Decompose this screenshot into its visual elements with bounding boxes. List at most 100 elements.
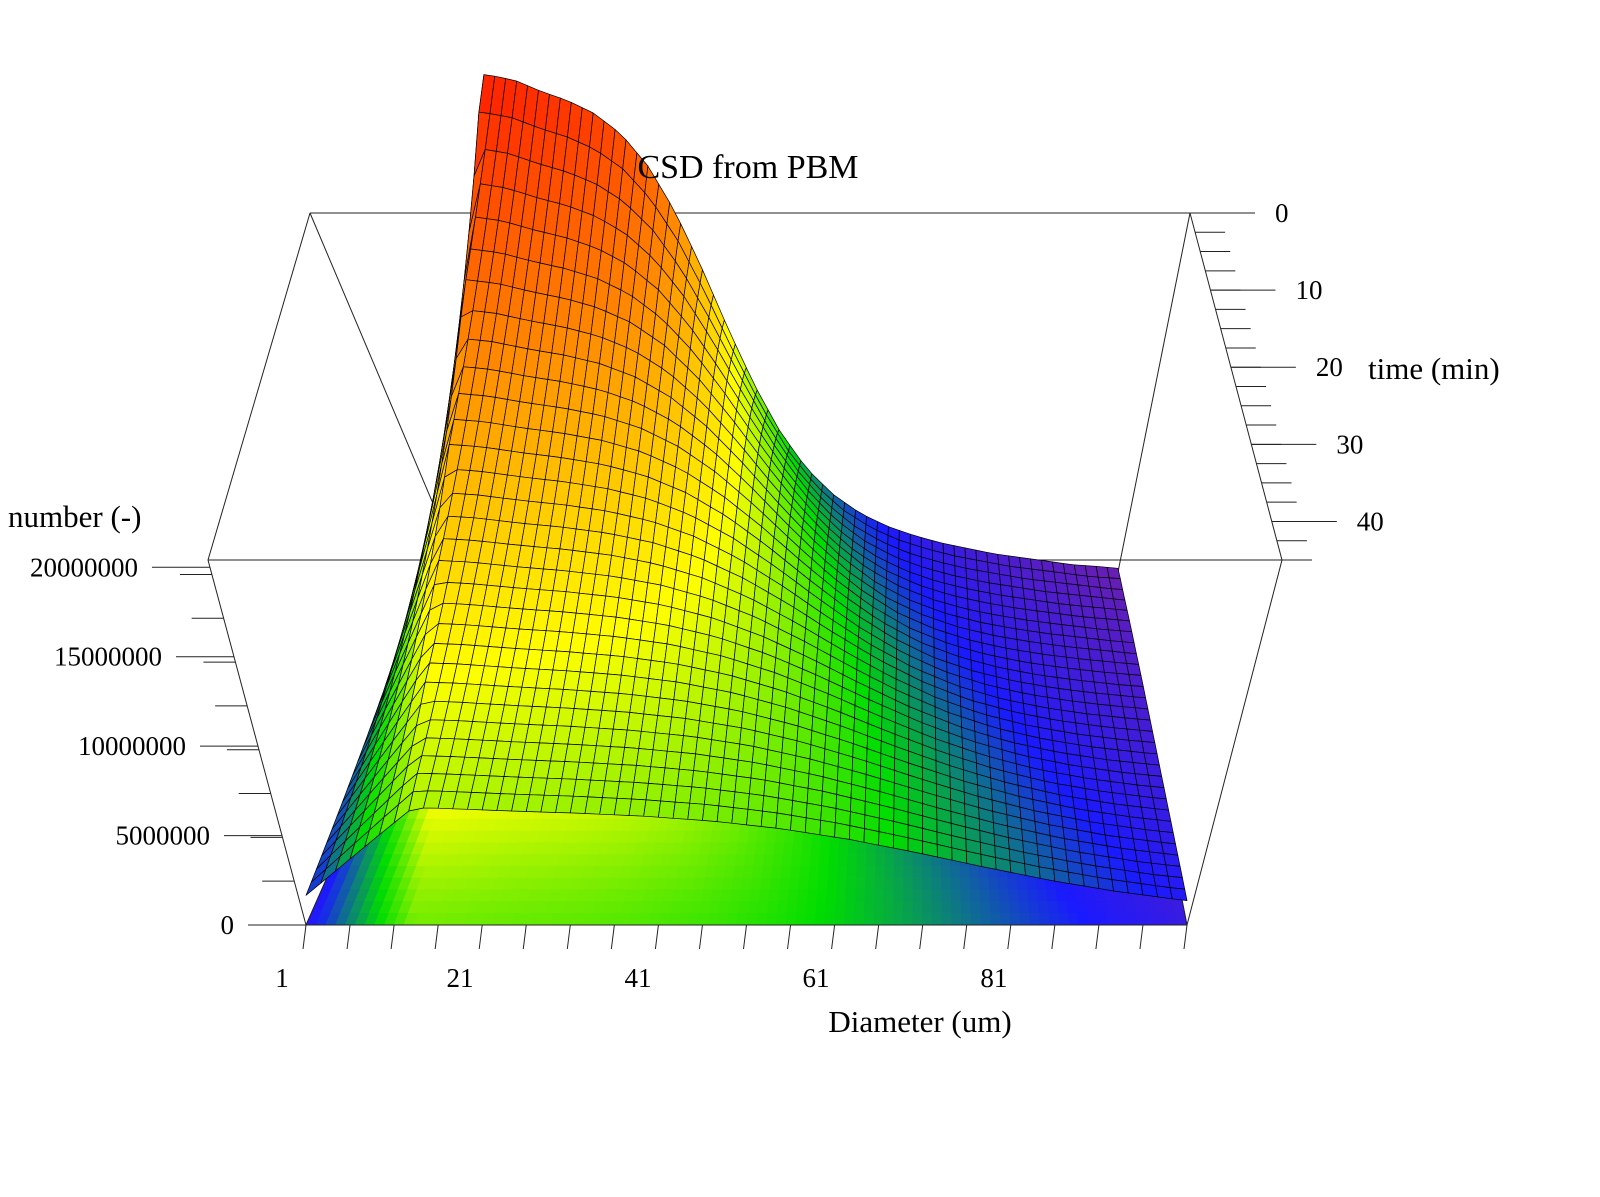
floor-cell: [795, 912, 807, 926]
surface-cell: [604, 763, 623, 782]
surface-cell: [792, 785, 809, 804]
floor-cell: [1027, 889, 1039, 902]
surface-cell: [1048, 612, 1063, 625]
floor-cell: [737, 901, 750, 914]
floor-cell: [864, 889, 876, 902]
floor-cell: [1037, 901, 1050, 914]
chart-title: CSD from PBM: [637, 149, 858, 186]
surface-cell: [1097, 876, 1114, 892]
surface-cell: [1128, 674, 1144, 687]
surface-cell: [763, 779, 780, 799]
surface-cell: [848, 825, 865, 843]
y-axis-label: time (min): [1368, 351, 1500, 386]
floor-cell: [1067, 912, 1080, 926]
floor-cell: [733, 865, 745, 879]
floor-cell: [855, 877, 867, 891]
floor-cell: [999, 901, 1011, 914]
floor-cell: [912, 865, 923, 879]
y-tick-label: 0: [1275, 198, 1289, 228]
floor-cell: [807, 877, 819, 891]
floor-cell: [912, 854, 923, 867]
floor-cell: [816, 889, 828, 902]
z-tick-label: 0: [221, 910, 235, 940]
floor-cell: [883, 912, 894, 926]
surface-cell: [697, 720, 714, 740]
floor-cell: [837, 865, 848, 879]
floor-cell: [728, 901, 741, 914]
x-tick: [390, 924, 395, 950]
surface-cell: [1084, 702, 1100, 716]
floor-cell: [912, 877, 923, 891]
floor-cell: [825, 901, 837, 914]
floor-cell: [990, 912, 1002, 926]
surface-cell: [707, 755, 725, 775]
surface-cell: [1152, 797, 1169, 811]
surface-cell: [737, 743, 755, 763]
surface-cell: [666, 733, 684, 753]
surface-cell: [650, 641, 668, 663]
floor-cell: [874, 889, 885, 902]
floor-cell: [765, 830, 777, 843]
surface-cell: [695, 737, 712, 757]
surface-cell: [704, 652, 722, 674]
surface-cell: [682, 610, 699, 633]
surface-cell: [1143, 752, 1160, 766]
surface-cell: [616, 781, 635, 800]
surface-cell: [1126, 881, 1144, 896]
floor-cell: [940, 865, 952, 879]
surface-cell: [699, 703, 716, 724]
floor-cell: [961, 912, 972, 926]
x-tick: [346, 924, 351, 950]
surface-cell: [1134, 707, 1151, 721]
box-edge: [1117, 212, 1191, 573]
surface-cell: [1066, 656, 1081, 670]
floor-cell: [1028, 901, 1040, 914]
floor-cell: [835, 889, 847, 902]
floor-cell: [941, 877, 952, 891]
surface-cell: [1169, 887, 1188, 901]
surface-cell: [878, 831, 894, 849]
surface-cell: [643, 799, 661, 818]
surface-cell: [706, 634, 723, 657]
floor-cell: [827, 865, 839, 879]
surface-cell: [1117, 619, 1133, 633]
surface-cell: [1020, 567, 1034, 581]
floor-cell: [716, 912, 729, 926]
surface-cell: [1053, 655, 1069, 669]
y-tick-label: 40: [1357, 506, 1384, 536]
floor-cell: [1009, 912, 1021, 926]
floor-cell: [970, 912, 982, 926]
floor-cell: [815, 901, 827, 914]
surface-cell: [648, 660, 665, 681]
floor-cell: [775, 912, 788, 926]
floor-cell: [762, 854, 775, 867]
floor-cell: [772, 854, 784, 867]
floor-cell: [941, 889, 952, 902]
z-tick-label: 10000000: [78, 731, 186, 761]
surface-cell: [1125, 793, 1142, 808]
box-edge: [207, 212, 311, 561]
floor-cell: [932, 912, 943, 926]
surface-cell: [1130, 685, 1146, 699]
floor-cell: [824, 912, 836, 926]
floor-cell: [739, 889, 752, 902]
surface-cell: [666, 625, 683, 647]
surface-cell: [629, 694, 647, 715]
floor-cell: [749, 889, 761, 902]
surface-cell: [1056, 677, 1072, 691]
surface-cell: [652, 732, 670, 752]
surface-cell: [714, 689, 732, 710]
surface-cell: [676, 768, 694, 788]
surface-cell: [1046, 601, 1061, 615]
floor-cell: [740, 877, 753, 891]
floor-cell: [765, 912, 778, 926]
surface-cell: [746, 808, 763, 827]
surface-cell: [1019, 557, 1033, 570]
surface-cell: [1049, 622, 1064, 636]
surface-cell: [695, 613, 712, 636]
floor-cell: [960, 877, 971, 891]
floor-cell: [1058, 912, 1070, 926]
surface-cell: [664, 750, 682, 770]
surface-cell: [640, 713, 659, 734]
